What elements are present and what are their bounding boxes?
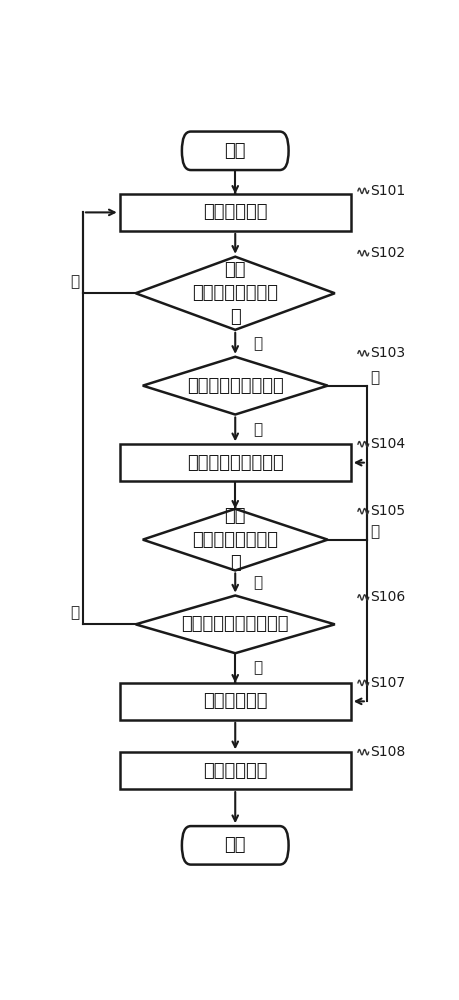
Text: S101: S101 [370,184,406,198]
Text: 输出并通知通知信息: 输出并通知通知信息 [187,454,284,472]
Bar [120,444,351,481]
FancyBboxPatch shape [182,826,289,865]
Polygon shape [136,595,335,653]
Bar [120,683,351,720]
Text: 行驶状况是否适当？: 行驶状况是否适当？ [187,377,284,395]
Text: 是: 是 [370,370,380,385]
Text: 结束: 结束 [224,836,246,854]
Text: S103: S103 [370,346,406,360]
FancyBboxPatch shape [182,132,289,170]
Text: 是: 是 [253,336,262,351]
Text: 开始: 开始 [224,142,246,160]
Text: 是: 是 [253,661,262,676]
Polygon shape [136,257,335,330]
Text: 规定的动作是否继续？: 规定的动作是否继续？ [181,615,289,633]
Polygon shape [143,357,328,415]
Bar [120,752,351,789]
Text: S108: S108 [370,745,406,759]
Text: S106: S106 [370,590,406,604]
Text: 输出通报信息: 输出通报信息 [203,692,268,710]
Text: 是否
经过了规定的时间
？: 是否 经过了规定的时间 ？ [192,507,278,572]
Text: 否: 否 [370,524,380,539]
Polygon shape [143,509,328,570]
Text: 是否
检测出规定的动作
？: 是否 检测出规定的动作 ？ [192,261,278,326]
Text: 是: 是 [253,575,262,590]
Bar [120,194,351,231]
Text: 发送通报信息: 发送通报信息 [203,762,268,780]
Text: S107: S107 [370,676,406,690]
Text: S102: S102 [370,246,406,260]
Text: 取得动态图像: 取得动态图像 [203,203,268,221]
Text: 否: 否 [70,274,79,289]
Text: 否: 否 [253,422,262,437]
Text: S105: S105 [370,504,406,518]
Text: S104: S104 [370,437,406,451]
Text: 否: 否 [70,605,79,620]
